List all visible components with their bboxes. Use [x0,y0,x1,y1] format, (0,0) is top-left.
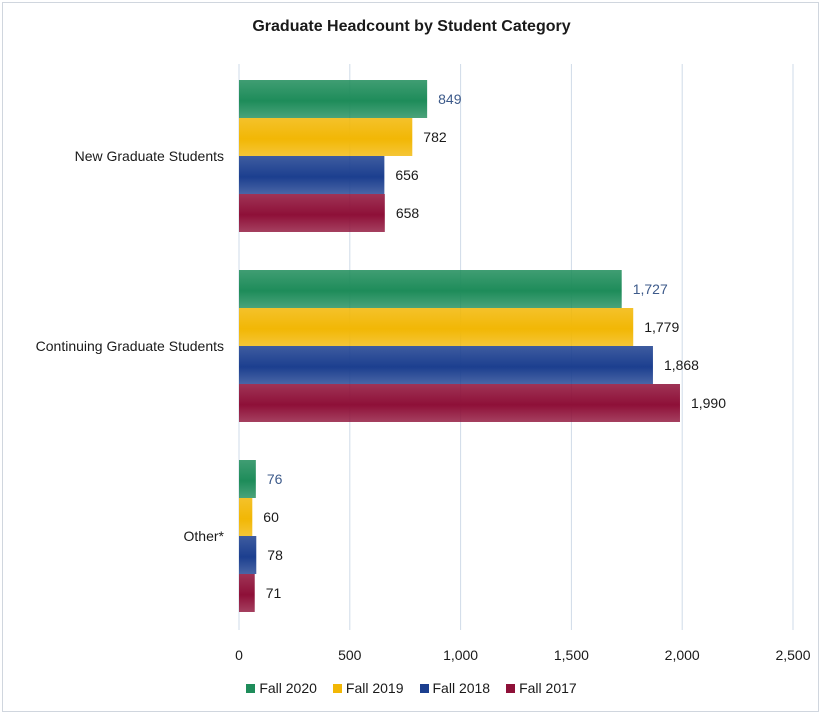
legend-label: Fall 2019 [345,680,404,696]
data-label: 849 [438,91,462,107]
x-tick-label: 1,500 [554,647,589,663]
category-label: New Graduate Students [75,148,224,164]
bar [239,80,428,118]
x-tick-label: 1,000 [443,647,478,663]
legend-swatch [332,683,342,693]
legend-label: Fall 2018 [432,680,491,696]
data-label: 60 [263,509,279,525]
data-label: 1,779 [644,319,679,335]
legend-item: Fall 2020 [246,680,317,696]
x-axis-tick-labels: 0 500 1,000 1,500 2,000 2,500 [235,647,811,663]
x-tick-label: 2,500 [775,647,810,663]
data-label: 78 [267,547,283,563]
bars [239,80,680,612]
category-label: Continuing Graduate Students [36,338,224,354]
bar [239,118,413,156]
legend-swatch [506,683,516,693]
bar [239,346,653,384]
legend-item: Fall 2019 [332,680,404,696]
data-label: 1,990 [691,395,726,411]
bar [239,308,634,346]
data-label: 1,727 [633,281,668,297]
bar [239,498,253,536]
chart-title: Graduate Headcount by Student Category [252,18,571,35]
data-label: 1,868 [664,357,699,373]
x-tick-label: 2,000 [665,647,700,663]
x-tick-label: 0 [235,647,243,663]
legend-swatch [419,683,429,693]
data-label: 658 [396,205,420,221]
data-label: 71 [266,585,282,601]
bar [239,270,622,308]
bar [239,384,680,422]
data-label: 656 [395,167,419,183]
bar [239,460,256,498]
bar [239,574,255,612]
bar [239,536,257,574]
data-label: 782 [423,129,447,145]
legend-item: Fall 2017 [506,680,577,696]
category-labels: New Graduate Students Continuing Graduate… [36,148,225,544]
legend-swatch [246,683,256,693]
category-label: Other* [184,528,225,544]
bar [239,194,385,232]
legend-label: Fall 2017 [519,680,577,696]
data-label: 76 [267,471,283,487]
legend-label: Fall 2020 [259,680,317,696]
data-labels: 849 782 656 658 1,727 1,779 1,868 1,990 76 60 78 71 [263,91,726,601]
x-tick-label: 500 [338,647,362,663]
legend: Fall 2020 Fall 2019 Fall 2018 Fall 2017 [0,680,823,696]
bar [239,156,385,194]
legend-item: Fall 2018 [419,680,491,696]
